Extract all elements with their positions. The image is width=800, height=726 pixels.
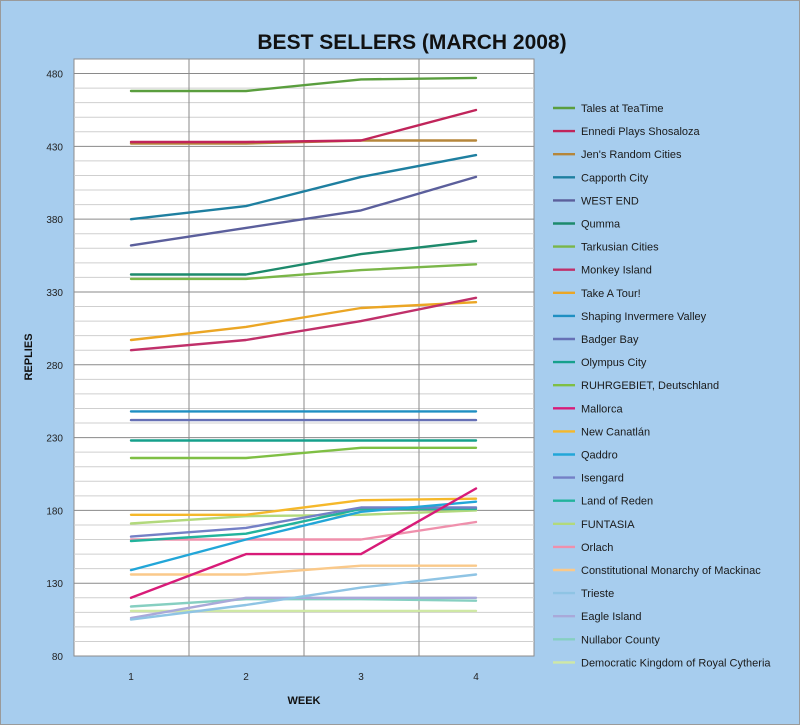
legend-item: Eagle Island [553, 611, 642, 623]
series-line [129, 564, 478, 576]
legend-item: FUNTASIA [553, 519, 635, 531]
legend-item: Take A Tour! [553, 288, 641, 300]
legend-label: Badger Bay [581, 334, 639, 346]
legend-item: Capporth City [553, 172, 649, 184]
series-line [129, 598, 478, 608]
legend-item: Monkey Island [553, 265, 652, 277]
legend-item: Badger Bay [553, 334, 639, 346]
legend-label: Constitutional Monarchy of Mackinac [581, 565, 761, 577]
grid-lines [74, 59, 534, 656]
x-tick-label: 1 [128, 672, 134, 683]
series-line [129, 573, 478, 621]
legend-item: Land of Reden [553, 496, 653, 508]
series-line [129, 108, 478, 144]
legend-item: Democratic Kingdom of Royal Cytheria [553, 657, 771, 669]
x-tick-label: 2 [243, 672, 249, 683]
legend-item: Mallorca [553, 403, 623, 415]
x-axis-title: WEEK [288, 695, 321, 707]
series-line [129, 296, 478, 352]
y-axis-title: REPLIES [23, 333, 35, 380]
legend-label: Take A Tour! [581, 288, 641, 300]
legend-label: New Canatlán [581, 426, 650, 438]
legend-item: RUHRGEBIET, Deutschland [553, 380, 719, 392]
y-tick-label: 180 [46, 506, 63, 517]
legend-label: Eagle Island [581, 611, 642, 623]
legend-item: Trieste [553, 588, 614, 600]
y-tick-label: 430 [46, 142, 63, 153]
legend-item: Orlach [553, 542, 613, 554]
legend-item: Jen's Random Cities [553, 149, 682, 161]
y-tick-label: 480 [46, 70, 63, 81]
legend-label: Ennedi Plays Shosaloza [581, 126, 701, 138]
legend-item: Constitutional Monarchy of Mackinac [553, 565, 761, 577]
series-line [129, 301, 478, 342]
series-line [129, 497, 478, 516]
legend-label: Land of Reden [581, 496, 653, 508]
legend-item: Qaddro [553, 450, 618, 462]
y-tick-label: 330 [46, 288, 63, 299]
legend-label: WEST END [581, 195, 639, 207]
series-line [129, 509, 478, 525]
series-line [129, 446, 478, 460]
legend-label: Tarkusian Cities [581, 242, 659, 254]
series-line [129, 520, 478, 541]
legend-label: Nullabor County [581, 634, 660, 646]
series-line [129, 76, 478, 93]
legend-label: Qaddro [581, 450, 618, 462]
legend-item: Ennedi Plays Shosaloza [553, 126, 701, 138]
y-tick-label: 80 [52, 652, 64, 663]
y-axis-ticks: 80 130 180 230 280 330 380 430 480 [46, 70, 63, 663]
legend-label: Capporth City [581, 172, 649, 184]
legend-label: FUNTASIA [581, 519, 635, 531]
legend-item: Isengard [553, 473, 624, 485]
legend-label: Tales at TeaTime [581, 103, 664, 115]
series-line [129, 487, 478, 599]
series-line [129, 263, 478, 281]
legend-item: Tales at TeaTime [553, 103, 664, 115]
y-tick-label: 230 [46, 434, 63, 445]
legend-label: Qumma [581, 219, 621, 231]
legend: Tales at TeaTime Ennedi Plays Shosaloza Je… [553, 103, 771, 669]
legend-item: Qumma [553, 219, 621, 231]
series-line [129, 507, 478, 543]
legend-label: Orlach [581, 542, 613, 554]
series-line [129, 175, 478, 247]
legend-item: Olympus City [553, 357, 647, 369]
legend-item: Tarkusian Cities [553, 242, 659, 254]
legend-item: New Canatlán [553, 426, 650, 438]
y-tick-label: 380 [46, 215, 63, 226]
legend-label: Mallorca [581, 403, 623, 415]
legend-label: Jen's Random Cities [581, 149, 682, 161]
legend-item: Nullabor County [553, 634, 660, 646]
legend-label: Monkey Island [581, 265, 652, 277]
legend-item: Shaping Invermere Valley [553, 311, 707, 323]
x-tick-label: 3 [358, 672, 364, 683]
series-line [129, 500, 478, 572]
chart-title: BEST SELLERS (MARCH 2008) [257, 31, 566, 54]
legend-label: Trieste [581, 588, 614, 600]
series-lines [129, 76, 478, 621]
x-axis-ticks: 1 2 3 4 [128, 672, 479, 683]
legend-label: Olympus City [581, 357, 647, 369]
legend-label: RUHRGEBIET, Deutschland [581, 380, 719, 392]
series-line [129, 153, 478, 221]
legend-item: WEST END [553, 195, 639, 207]
legend-label: Democratic Kingdom of Royal Cytheria [581, 657, 771, 669]
series-line [129, 596, 478, 620]
legend-label: Shaping Invermere Valley [581, 311, 707, 323]
y-tick-label: 130 [46, 579, 63, 590]
legend-label: Isengard [581, 473, 624, 485]
x-tick-label: 4 [473, 672, 479, 683]
y-tick-label: 280 [46, 361, 63, 372]
series-line [129, 239, 478, 276]
